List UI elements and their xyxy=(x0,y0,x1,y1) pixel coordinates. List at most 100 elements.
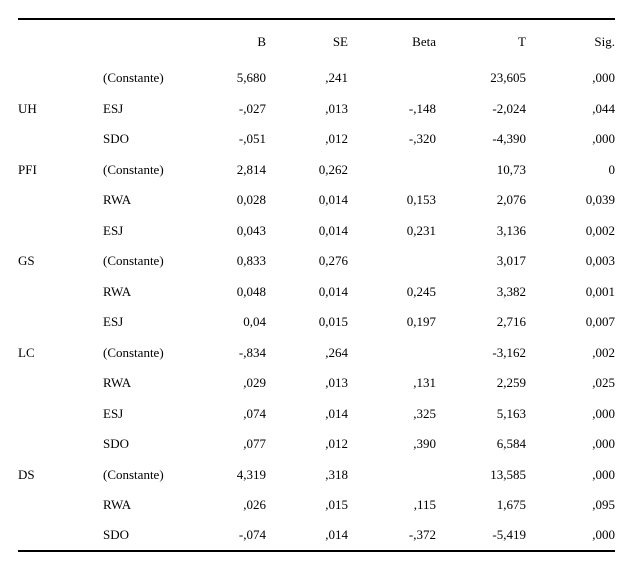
cell-se: ,264 xyxy=(325,344,348,360)
header-beta: Beta xyxy=(412,33,436,49)
group-label xyxy=(18,399,103,430)
cell-sig: ,025 xyxy=(592,375,615,391)
cell-t: 2,259 xyxy=(496,375,526,391)
cell-b: 0,04 xyxy=(243,314,266,330)
cell-b: -,834 xyxy=(238,344,266,360)
predictor-label: RWA xyxy=(103,192,132,208)
cell-sig: 0,007 xyxy=(585,314,615,330)
cell-b: ,077 xyxy=(243,436,266,452)
table-row: RWA 0,028 0,014 0,153 2,076 0,039 xyxy=(18,185,615,216)
group-label xyxy=(18,185,103,216)
predictor-label: RWA xyxy=(103,497,132,513)
table-row: ESJ ,074 ,014 ,325 5,163 ,000 xyxy=(18,399,615,430)
header-se: SE xyxy=(332,33,348,49)
cell-se: ,013 xyxy=(325,100,348,116)
cell-b: 5,680 xyxy=(236,70,266,86)
cell-se: ,013 xyxy=(325,375,348,391)
cell-sig: 0 xyxy=(608,161,616,177)
cell-sig: 0,001 xyxy=(585,283,615,299)
cell-b: 0,043 xyxy=(236,222,266,238)
cell-sig: ,000 xyxy=(592,436,615,452)
header-predictor xyxy=(103,19,195,63)
cell-b: -,051 xyxy=(238,131,266,147)
cell-b: -,074 xyxy=(238,527,266,543)
group-label xyxy=(18,124,103,155)
header-b: B xyxy=(257,33,266,49)
cell-sig: ,000 xyxy=(592,527,615,543)
cell-b: 0,048 xyxy=(236,283,266,299)
cell-se: 0,262 xyxy=(318,161,348,177)
predictor-label: (Constante) xyxy=(103,70,164,86)
group-label xyxy=(18,307,103,338)
cell-se: 0,014 xyxy=(318,192,348,208)
header-row: B SE Beta T Sig. xyxy=(18,19,615,63)
predictor-label: ESJ xyxy=(103,405,124,421)
table-row: DS (Constante) 4,319 ,318 13,585 ,000 xyxy=(18,460,615,491)
cell-se: 0,015 xyxy=(318,314,348,330)
group-label xyxy=(18,490,103,521)
cell-b: 0,028 xyxy=(236,192,266,208)
group-label: UH xyxy=(18,100,37,116)
cell-sig: ,000 xyxy=(592,466,615,482)
cell-b: -,027 xyxy=(238,100,266,116)
table-row: ESJ 0,04 0,015 0,197 2,716 0,007 xyxy=(18,307,615,338)
cell-beta: ,131 xyxy=(413,375,436,391)
cell-beta: 0,197 xyxy=(406,314,436,330)
cell-se: ,014 xyxy=(325,405,348,421)
cell-beta xyxy=(348,338,436,369)
cell-beta: ,115 xyxy=(413,497,436,513)
predictor-label: ESJ xyxy=(103,100,124,116)
predictor-label: (Constante) xyxy=(103,161,164,177)
table-row: PFI (Constante) 2,814 0,262 10,73 0 xyxy=(18,155,615,186)
cell-se: ,015 xyxy=(325,497,348,513)
header-t: T xyxy=(518,33,526,49)
cell-se: ,318 xyxy=(325,466,348,482)
cell-se: ,012 xyxy=(325,436,348,452)
group-label xyxy=(18,63,103,94)
group-label: GS xyxy=(18,253,35,269)
cell-sig: ,000 xyxy=(592,405,615,421)
cell-t: 3,017 xyxy=(496,253,526,269)
cell-b: ,074 xyxy=(243,405,266,421)
cell-beta: 0,153 xyxy=(406,192,436,208)
cell-sig: 0,039 xyxy=(585,192,615,208)
cell-t: 2,716 xyxy=(496,314,526,330)
cell-se: ,241 xyxy=(325,70,348,86)
table-body: (Constante) 5,680 ,241 23,605 ,000 UH ES… xyxy=(18,63,615,551)
cell-sig: ,095 xyxy=(592,497,615,513)
table-row: ESJ 0,043 0,014 0,231 3,136 0,002 xyxy=(18,216,615,247)
cell-se: 0,276 xyxy=(318,253,348,269)
predictor-label: SDO xyxy=(103,131,130,147)
cell-b: 0,833 xyxy=(236,253,266,269)
cell-se: ,014 xyxy=(325,527,348,543)
table-row: UH ESJ -,027 ,013 -,148 -2,024 ,044 xyxy=(18,94,615,125)
cell-b: ,029 xyxy=(243,375,266,391)
table-row: RWA ,029 ,013 ,131 2,259 ,025 xyxy=(18,368,615,399)
cell-t: -2,024 xyxy=(492,100,526,116)
cell-t: 3,136 xyxy=(496,222,526,238)
cell-t: 23,605 xyxy=(490,70,526,86)
predictor-label: SDO xyxy=(103,527,130,543)
predictor-label: SDO xyxy=(103,436,130,452)
group-label: DS xyxy=(18,466,35,482)
cell-sig: 0,002 xyxy=(585,222,615,238)
group-label: LC xyxy=(18,344,35,360)
predictor-label: (Constante) xyxy=(103,253,164,269)
cell-t: 6,584 xyxy=(496,436,526,452)
cell-beta: -,372 xyxy=(408,527,436,543)
cell-b: 4,319 xyxy=(236,466,266,482)
table-row: (Constante) 5,680 ,241 23,605 ,000 xyxy=(18,63,615,94)
group-label xyxy=(18,429,103,460)
cell-b: 2,814 xyxy=(236,161,266,177)
cell-t: 13,585 xyxy=(490,466,526,482)
cell-beta: 0,245 xyxy=(406,283,436,299)
table-row: GS (Constante) 0,833 0,276 3,017 0,003 xyxy=(18,246,615,277)
table-row: LC (Constante) -,834 ,264 -3,162 ,002 xyxy=(18,338,615,369)
cell-b: ,026 xyxy=(243,497,266,513)
cell-sig: ,002 xyxy=(592,344,615,360)
cell-beta: -,148 xyxy=(408,100,436,116)
cell-t: -5,419 xyxy=(492,527,526,543)
header-sig: Sig. xyxy=(594,33,615,49)
cell-beta: ,390 xyxy=(413,436,436,452)
cell-beta: ,325 xyxy=(413,405,436,421)
